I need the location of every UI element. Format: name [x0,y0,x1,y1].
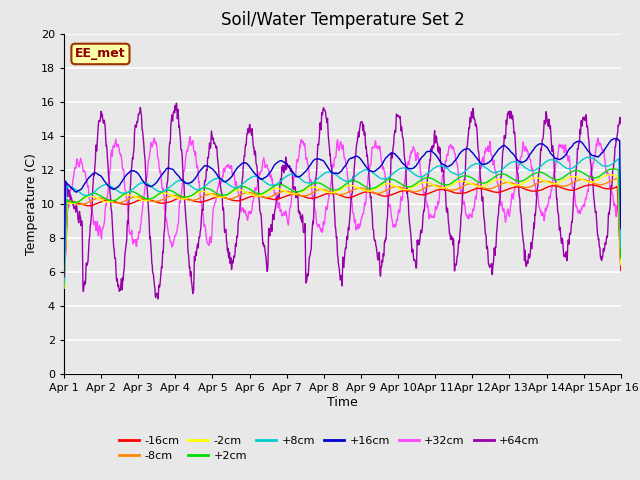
Title: Soil/Water Temperature Set 2: Soil/Water Temperature Set 2 [221,11,464,29]
Legend: -16cm, -8cm, -2cm, +2cm, +8cm, +16cm, +32cm, +64cm: -16cm, -8cm, -2cm, +2cm, +8cm, +16cm, +3… [114,431,544,466]
X-axis label: Time: Time [327,396,358,409]
Text: EE_met: EE_met [75,48,126,60]
Y-axis label: Temperature (C): Temperature (C) [25,153,38,255]
